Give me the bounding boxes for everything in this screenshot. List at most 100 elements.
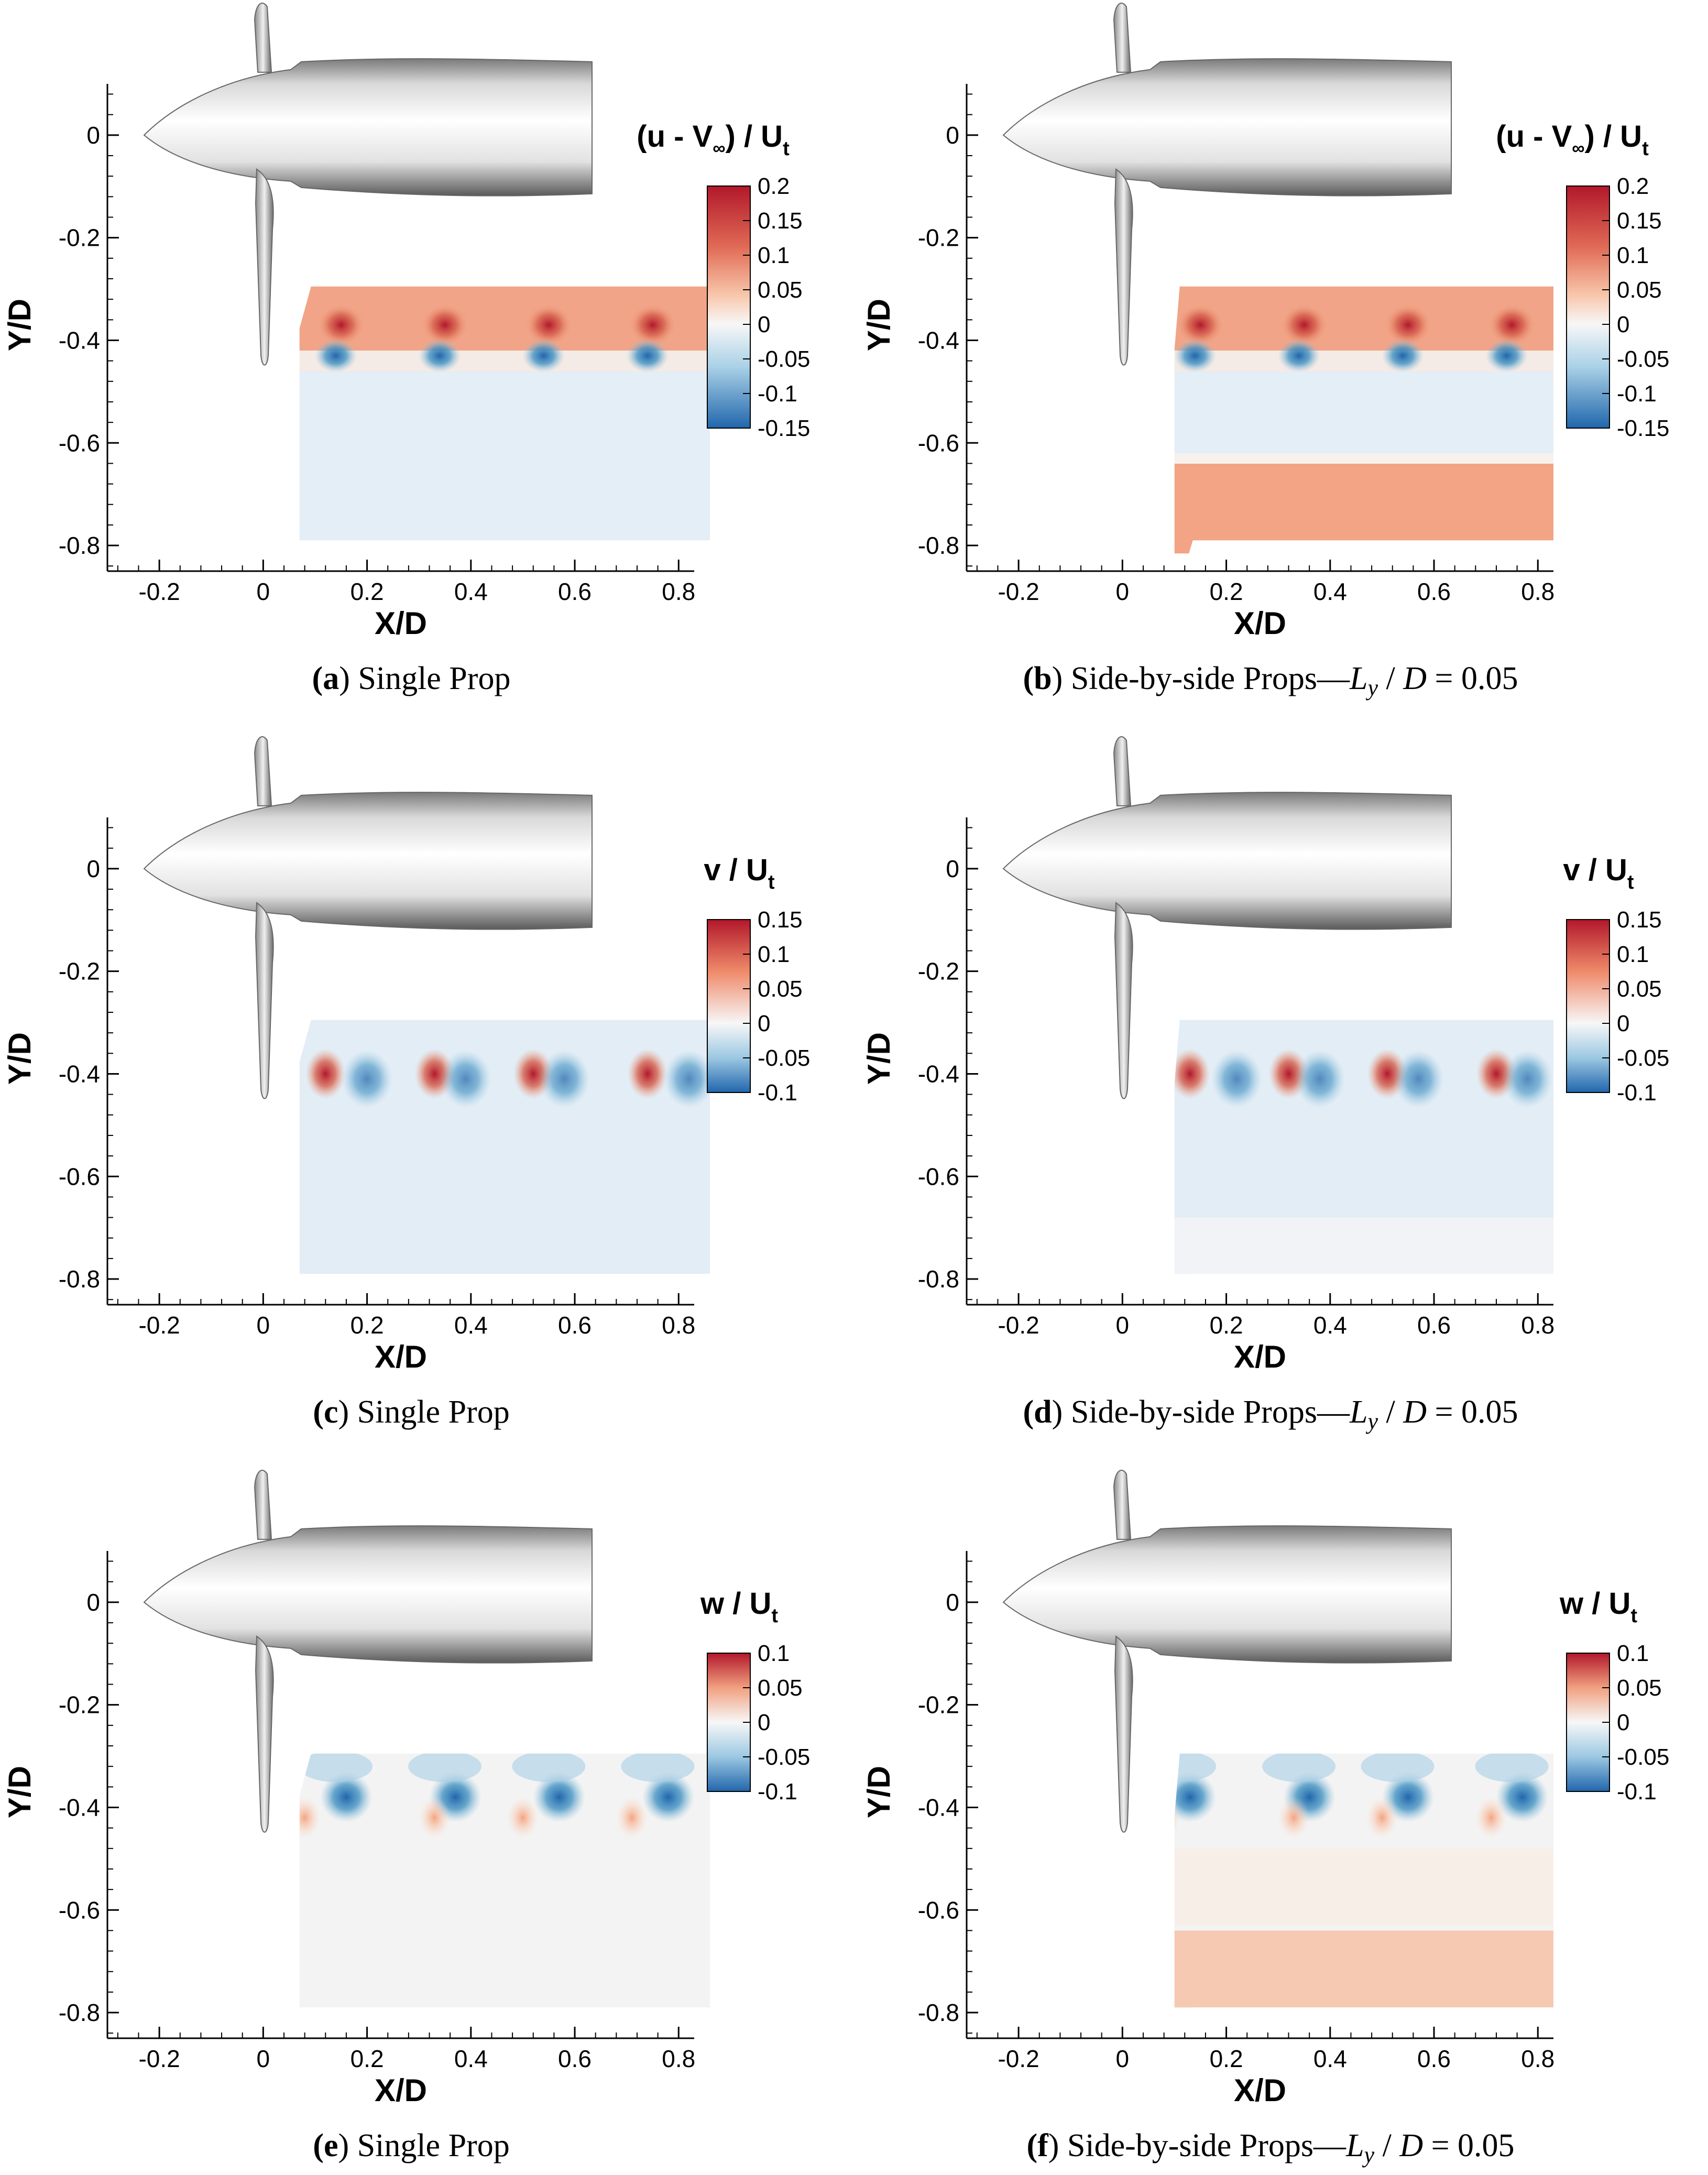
- colorbar-tick-label: 0: [758, 1710, 770, 1735]
- colorbar-tick-label: 0: [1617, 312, 1629, 337]
- mid-band: [1174, 1848, 1553, 1926]
- colorbar-tick-label: 0.1: [758, 243, 790, 268]
- y-tick-label: 0: [946, 1589, 959, 1616]
- colorbar-gradient: [1566, 919, 1610, 1093]
- x-tick-label: 0.2: [1210, 578, 1243, 605]
- colorbar-tick-label: 0.05: [1617, 1675, 1662, 1701]
- x-axis-label: X/D: [375, 2073, 427, 2108]
- colorbar-title: w / Ut: [700, 1587, 778, 1627]
- wake-tail: [1262, 1753, 1336, 1783]
- wake-tail: [512, 1753, 586, 1783]
- vortex-core-negative: [1382, 338, 1424, 373]
- colorbar-tick-label: 0.2: [1617, 173, 1649, 199]
- y-axis-label: Y/D: [2, 299, 37, 351]
- vortex-core-positive: [317, 304, 365, 346]
- vortex-core-positive: [1177, 304, 1224, 346]
- upper-blade: [1113, 3, 1132, 73]
- y-tick-label: -0.6: [59, 1163, 100, 1190]
- flow-field: [299, 286, 710, 541]
- nacelle-geometry: [1002, 3, 1452, 366]
- upper-blade: [254, 1470, 272, 1540]
- x-tick-label: 0.4: [1313, 2045, 1347, 2072]
- colorbar-tick-label: 0.05: [758, 1675, 803, 1701]
- vortex-core-negative: [1393, 1050, 1444, 1108]
- x-tick-label: 0.8: [1521, 2045, 1554, 2072]
- field-contour: [1174, 286, 1553, 554]
- colorbar-tick-label: 0: [1617, 1710, 1629, 1735]
- nacelle-geometry: [143, 3, 593, 366]
- y-tick-label: -0.4: [918, 1060, 959, 1087]
- colorbar-tick-label: -0.15: [1617, 416, 1669, 441]
- colorbar-tick-label: 0.2: [758, 173, 790, 199]
- colorbar-tick-label: -0.05: [758, 1744, 810, 1770]
- y-tick-label: 0: [86, 855, 100, 882]
- x-tick-label: 0.6: [1417, 1311, 1451, 1339]
- vortex-core-positive: [627, 1048, 667, 1099]
- x-tick-label: 0.2: [351, 578, 384, 605]
- vortex-core-negative: [1485, 338, 1528, 373]
- adjacent-wake-band: [1174, 1930, 1553, 2008]
- panel-d: -0.2 0 0.2 0.4 0.6 0.8 0 -0.2 -0.4 -0.6 -0.8 X/D Y/D…: [861, 736, 1669, 1434]
- x-tick-label: 0.2: [351, 1311, 384, 1339]
- vortex-core-negative: [1174, 338, 1217, 373]
- caption-text: (a) Single Prop: [312, 661, 511, 696]
- vortex-core-positive: [419, 1797, 451, 1839]
- colorbar-tick-label: 0.15: [1617, 208, 1662, 234]
- colorbar-tick-label: 0.1: [758, 942, 790, 967]
- nacelle-body: [143, 1525, 593, 1664]
- vortex-core-positive: [1366, 1797, 1398, 1839]
- field-contour: [1174, 1020, 1553, 1274]
- x-axis-label: X/D: [1234, 2073, 1286, 2108]
- y-tick-label: -0.4: [918, 326, 959, 354]
- colorbar-tick-label: -0.1: [1617, 381, 1657, 407]
- nacelle-body: [1002, 58, 1452, 196]
- colorbar-tick-label: 0.15: [758, 907, 803, 933]
- x-tick-label: 0.6: [1417, 578, 1451, 605]
- vortex-core-negative: [1211, 1050, 1262, 1108]
- vortex-core-negative: [440, 1050, 491, 1108]
- x-tick-label: 0.6: [558, 578, 592, 605]
- vortex-core-positive: [305, 1048, 346, 1099]
- vortex-core-negative: [1496, 1772, 1549, 1822]
- x-tick-label: 0: [257, 578, 270, 605]
- x-tick-label: 0.8: [662, 2045, 695, 2072]
- y-tick-label: -0.2: [59, 224, 100, 252]
- adjacent-wake-band: [1174, 1217, 1553, 1274]
- colorbar-tick-label: -0.05: [1617, 1744, 1669, 1770]
- vortex-core-positive: [1280, 304, 1328, 346]
- panel-f: -0.2 0 0.2 0.4 0.6 0.8 0 -0.2 -0.4 -0.6 -0.8 X/D Y/D…: [861, 1470, 1669, 2168]
- colorbar: 0.1 0.05 0 -0.05 -0.1 w / Ut: [1559, 1587, 1669, 1805]
- y-tick-label: -0.8: [59, 1999, 100, 2026]
- flow-field: [299, 1020, 710, 1274]
- y-tick-label: -0.2: [918, 958, 959, 985]
- upper-blade: [254, 736, 272, 806]
- field-contour: [299, 1020, 710, 1274]
- flow-field: [1174, 286, 1553, 554]
- y-tick-label: 0: [86, 122, 100, 149]
- caption: (c) Single Prop: [313, 1394, 509, 1430]
- vortex-core-positive: [629, 304, 676, 346]
- x-tick-label: -0.2: [138, 2045, 180, 2072]
- colorbar-tick-label: 0.05: [758, 277, 803, 303]
- vortex-core-negative: [539, 1050, 590, 1108]
- vortex-core-positive: [421, 304, 469, 346]
- axes: -0.2 0 0.2 0.4 0.6 0.8 0 -0.2 -0.4 -0.6 -0.8 X/D Y/D: [861, 1551, 1554, 2108]
- colorbar-tick-label: 0.05: [1617, 277, 1662, 303]
- colorbar-tick-label: 0: [758, 312, 770, 337]
- x-tick-label: 0.4: [454, 578, 488, 605]
- y-tick-label: -0.8: [918, 1265, 959, 1293]
- vortex-core-negative: [664, 1050, 710, 1108]
- x-axis-label: X/D: [375, 1339, 427, 1374]
- colorbar-tick-label: 0.1: [1617, 243, 1649, 268]
- y-tick-label: -0.6: [59, 1896, 100, 1923]
- vortex-core-positive: [1488, 304, 1536, 346]
- y-tick-label: -0.2: [59, 958, 100, 985]
- nacelle-geometry: [143, 1470, 593, 1833]
- colorbar: 0.15 0.1 0.05 0 -0.05 -0.1 v / Ut: [704, 853, 810, 1106]
- nacelle-body: [143, 792, 593, 930]
- x-axis-label: X/D: [375, 606, 427, 641]
- x-tick-label: 0.2: [1210, 2045, 1243, 2072]
- caption: (a) Single Prop: [312, 661, 511, 696]
- colorbar-tick-label: 0.1: [1617, 1641, 1649, 1666]
